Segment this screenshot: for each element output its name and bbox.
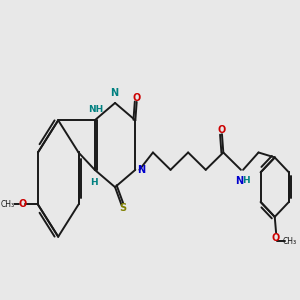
Text: H: H: [242, 176, 250, 185]
Text: O: O: [272, 233, 280, 243]
Text: CH₃: CH₃: [283, 237, 297, 246]
Text: O: O: [218, 125, 226, 135]
Text: S: S: [119, 203, 126, 213]
Text: NH: NH: [88, 105, 103, 114]
Text: O: O: [133, 93, 141, 103]
Text: CH₃: CH₃: [0, 200, 14, 209]
Text: O: O: [18, 200, 27, 209]
Text: N: N: [137, 165, 146, 175]
Text: N: N: [235, 176, 243, 186]
Text: H: H: [90, 178, 98, 187]
Text: N: N: [110, 88, 118, 98]
